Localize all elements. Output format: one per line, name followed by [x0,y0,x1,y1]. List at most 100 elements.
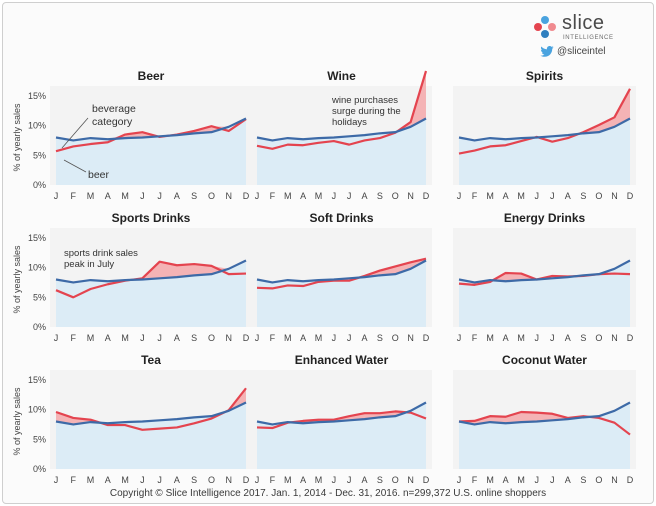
annotation-text: beverage [92,103,136,115]
x-tick-label: J [140,333,145,343]
x-tick-label: M [121,191,129,201]
x-tick-label: A [565,191,571,201]
y-tick-label: 15% [28,375,46,385]
category-line [256,259,427,284]
x-tick-label: J [550,475,555,485]
category-area [56,118,246,185]
y-axis-label: % of yearly sales [12,387,22,456]
y-tick-label: 15% [28,233,46,243]
panel-title: Sports Drinks [112,211,191,225]
x-tick-label: M [486,333,494,343]
x-tick-label: A [503,191,509,201]
logo-dot-top [541,16,549,24]
x-tick-label: J [550,191,555,201]
panel-title: Wine [327,69,356,83]
x-tick-label: S [580,191,586,201]
y-axis-label: % of yearly sales [12,245,22,314]
x-tick-label: A [105,191,111,201]
x-tick-label: F [270,333,276,343]
twitter-handle-row[interactable]: @sliceintel [540,46,606,57]
logo-dot-left [534,23,542,31]
panel-title: Beer [138,69,165,83]
x-tick-label: M [517,191,525,201]
y-tick-label: 0% [33,180,46,190]
x-tick-label: J [332,475,337,485]
y-tick-label: 15% [28,91,46,101]
panel-title: Coconut Water [502,353,587,367]
annotation-leader [61,117,89,149]
x-tick-label: O [392,191,399,201]
beverage-line [458,88,631,155]
x-tick-label: N [407,333,414,343]
panel-title: Spirits [526,69,564,83]
x-tick-label: A [300,333,306,343]
category-area [257,402,426,469]
category-area [459,402,630,469]
x-tick-label: O [392,475,399,485]
x-tick-label: A [565,475,571,485]
y-tick-label: 10% [28,263,46,273]
x-tick-label: J [157,191,162,201]
x-tick-label: A [565,333,571,343]
x-tick-label: A [362,475,368,485]
x-tick-label: J [54,475,59,485]
panel-title: Enhanced Water [295,353,389,367]
category-line [55,117,247,142]
annotation-text: peak in July [64,259,114,270]
x-tick-label: J [332,333,337,343]
x-tick-label: O [595,333,602,343]
x-tick-label: A [174,191,180,201]
x-tick-label: N [611,191,618,201]
x-tick-label: O [208,333,215,343]
x-tick-label: S [580,333,586,343]
annotation-leader [63,159,87,173]
x-tick-label: F [270,191,276,201]
x-tick-label: D [243,333,250,343]
x-tick-label: N [225,191,232,201]
category-line [256,401,427,426]
copyright-footer: Copyright © Slice Intelligence 2017. Jan… [109,488,547,499]
x-tick-label: F [472,475,478,485]
x-tick-label: M [486,191,494,201]
beverage-line [55,260,247,299]
x-tick-label: D [627,191,634,201]
x-tick-label: J [347,191,352,201]
x-tick-label: M [315,191,323,201]
x-tick-label: S [191,191,197,201]
x-tick-label: M [315,475,323,485]
x-tick-label: M [87,191,95,201]
x-tick-label: D [423,475,430,485]
x-tick-label: M [315,333,323,343]
x-tick-label: J [534,191,539,201]
y-tick-label: 5% [33,150,46,160]
x-tick-label: A [105,475,111,485]
x-tick-label: M [486,475,494,485]
beverage-line [55,387,247,431]
x-tick-label: J [255,333,260,343]
beverage-line [256,257,427,290]
beverage-line [458,410,631,436]
x-tick-label: S [377,333,383,343]
twitter-handle[interactable]: @sliceintel [557,46,606,58]
x-tick-label: J [347,333,352,343]
x-tick-label: M [121,333,129,343]
x-tick-label: D [243,191,250,201]
category-area [459,118,630,185]
x-tick-label: J [157,333,162,343]
brand-subtitle: INTELLIGENCE [563,35,614,41]
x-tick-label: S [377,191,383,201]
x-tick-label: S [191,333,197,343]
panel-sports-drinks: Sports Drinks % of yearly sales 0% 5% 10% 15%… [12,211,252,343]
annotation-text: category [92,116,133,128]
category-area [56,260,246,327]
x-tick-label: A [300,475,306,485]
x-tick-label: M [87,475,95,485]
x-tick-label: J [457,191,462,201]
panel-title: Tea [141,353,161,367]
x-tick-label: A [300,191,306,201]
brand-block: slice INTELLIGENCE @sliceintel [532,10,642,60]
x-tick-label: S [191,475,197,485]
